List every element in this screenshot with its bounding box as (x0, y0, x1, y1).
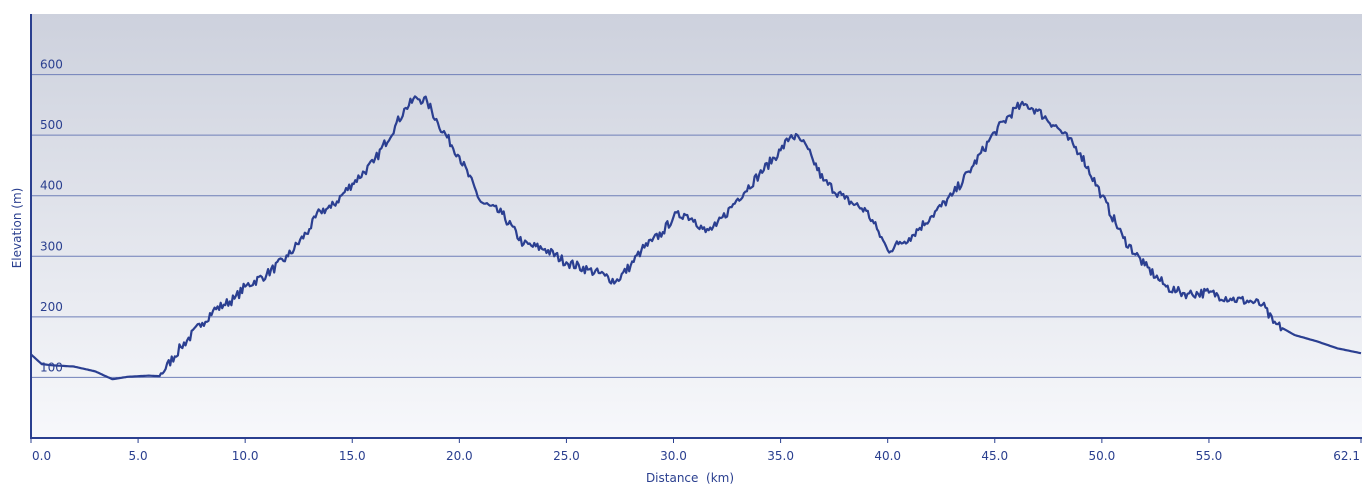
x-tick-label: 55.0 (1196, 449, 1223, 463)
x-ticks (30, 438, 1362, 443)
x-tick-label: 25.0 (553, 449, 580, 463)
x-tick-label: 45.0 (981, 449, 1008, 463)
y-tick-labels: 100 200 300 400 500 600 (40, 58, 63, 375)
x-axis-title: Distance (km) (646, 471, 734, 485)
y-tick-label: 400 (40, 179, 63, 193)
y-tick-label: 100 (40, 360, 63, 374)
x-tick-label: 15.0 (339, 449, 366, 463)
x-tick-label: 0.0 (32, 449, 51, 463)
grid-lines (31, 74, 1361, 378)
x-tick-label: 50.0 (1088, 449, 1115, 463)
y-tick-label: 200 (40, 300, 63, 314)
y-tick-label: 500 (40, 118, 63, 132)
x-tick-label: 10.0 (232, 449, 259, 463)
series-layer (30, 95, 1362, 381)
elevation-series-line (30, 95, 1362, 381)
x-tick-label: 40.0 (874, 449, 901, 463)
x-tick-labels: 0.0 5.0 10.0 15.0 20.0 25.0 30.0 35.0 40.0 45.0 50… (32, 449, 1360, 463)
x-tick-label: 20.0 (446, 449, 473, 463)
y-tick-label: 600 (40, 58, 63, 72)
x-tick-label: 35.0 (767, 449, 794, 463)
x-tick-label: 30.0 (660, 449, 687, 463)
x-tick-label: 5.0 (129, 449, 148, 463)
y-tick-label: 300 (40, 239, 63, 253)
x-tick-label: 62.1 (1333, 449, 1360, 463)
y-axis-title: Elevation (m) (10, 188, 24, 269)
